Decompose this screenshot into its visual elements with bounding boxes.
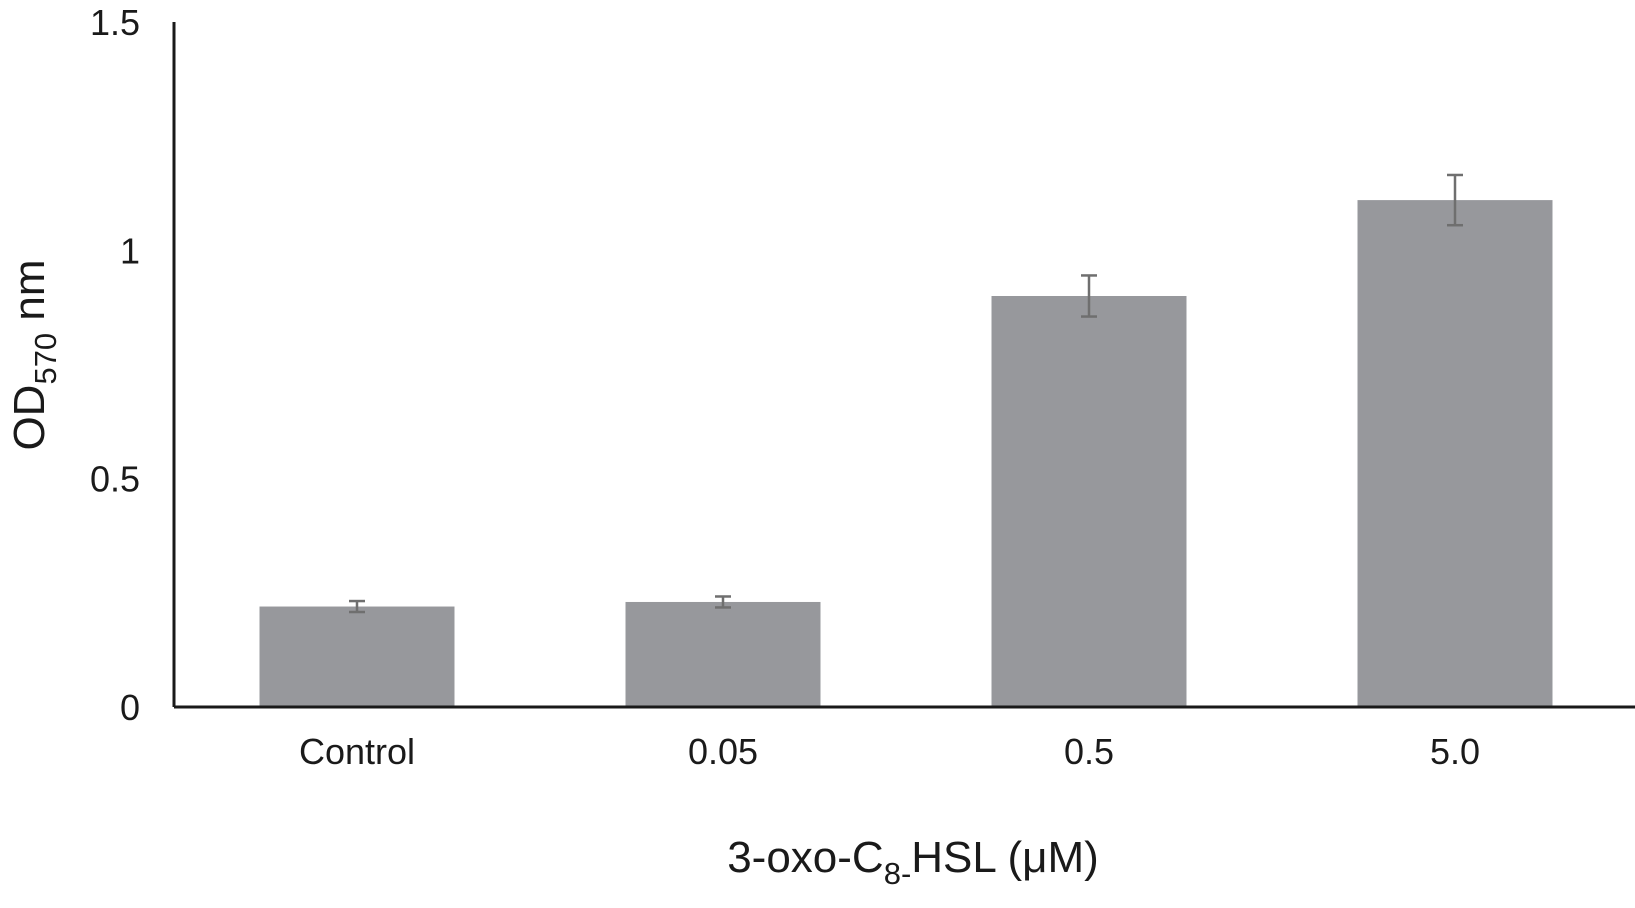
y-tick-label: 0 (120, 687, 140, 728)
x-axis-title-main: 3-oxo-C (727, 833, 884, 882)
x-axis-title: 3-oxo-C8-HSL (μM) (727, 833, 1099, 891)
y-tick-label: 1 (120, 230, 140, 271)
bar (991, 296, 1187, 707)
y-tick-label: 1.5 (90, 2, 140, 43)
y-axis-title-rest: nm (5, 259, 54, 332)
x-tick-label: 5.0 (1430, 731, 1480, 772)
x-tick-label: 0.05 (688, 731, 758, 772)
x-tick-labels: Control 0.05 0.5 5.0 (299, 731, 1480, 772)
y-tick-labels: 0 0.5 1 1.5 (90, 2, 140, 728)
x-axis-title-rest: HSL (μM) (911, 833, 1099, 882)
bar (625, 601, 821, 707)
x-tick-label: 0.5 (1064, 731, 1114, 772)
error-bars-layer (349, 173, 1463, 614)
y-axis-title-main: OD (5, 385, 54, 451)
x-axis-title-subscript: 8- (884, 856, 912, 891)
bar (1357, 200, 1553, 707)
axes (172, 22, 1635, 709)
y-axis-title: OD570 nm (5, 259, 63, 450)
x-tick-label: Control (299, 731, 415, 772)
y-tick-label: 0.5 (90, 459, 140, 500)
bar (259, 606, 455, 707)
bars-layer (259, 200, 1553, 707)
y-axis-title-subscript: 570 (28, 333, 63, 385)
